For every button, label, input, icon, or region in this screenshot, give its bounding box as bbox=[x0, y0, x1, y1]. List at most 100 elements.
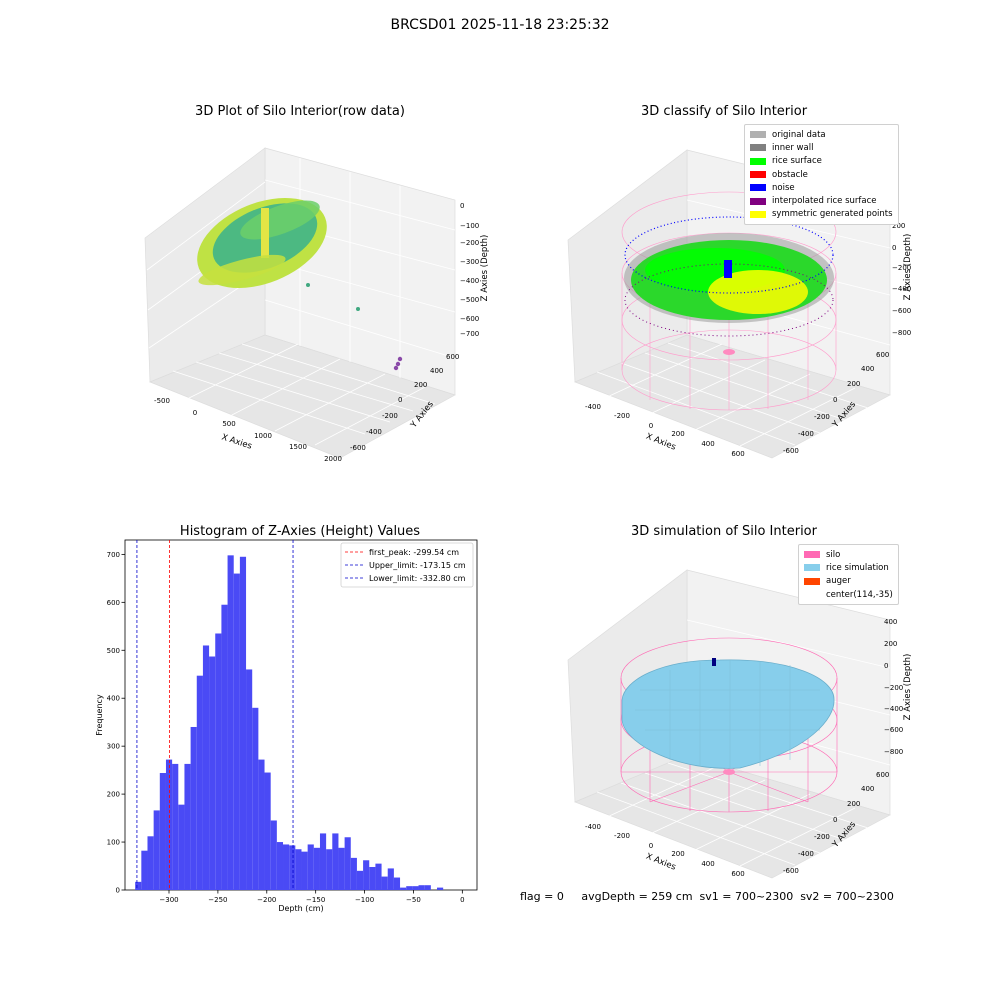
z-tick-labels: 0 −100 −200 −300 −400 −500 −600 −700 bbox=[460, 202, 479, 338]
x-tick-label: 400 bbox=[701, 440, 714, 448]
z-tick-label: 0 bbox=[460, 202, 464, 210]
x-axis-label: Depth (cm) bbox=[278, 904, 323, 913]
silo-bottom-hub bbox=[723, 349, 735, 355]
histogram-bar bbox=[313, 847, 320, 890]
histogram-bar bbox=[424, 885, 431, 890]
z-tick-label: 200 bbox=[884, 640, 897, 648]
y-tick-label: -200 bbox=[814, 413, 830, 421]
y-ticks: 0 100 200 300 400 500 600 700 bbox=[107, 551, 125, 895]
floor-pane bbox=[574, 754, 891, 879]
classify-3d-plot: -400 -200 0 200 400 600 X Axies -600 -40… bbox=[567, 149, 913, 459]
legend-swatch bbox=[804, 551, 820, 559]
y-tick-label: -400 bbox=[366, 428, 382, 436]
x-tick-label: 0 bbox=[649, 842, 653, 850]
x-tick-label: 200 bbox=[671, 430, 684, 438]
y-tick-label: -400 bbox=[798, 850, 814, 858]
classify-legend: original data inner wall rice surface obsta… bbox=[744, 124, 899, 226]
legend-label: inner wall bbox=[772, 142, 814, 153]
y-tick-label: 300 bbox=[107, 743, 120, 751]
outlier-point bbox=[306, 283, 310, 287]
symmetric-generated-points bbox=[708, 270, 808, 314]
histogram-bars bbox=[135, 555, 444, 890]
y-tick-label: 100 bbox=[107, 839, 120, 847]
histogram-bar bbox=[153, 810, 160, 890]
histogram-bar bbox=[283, 844, 290, 890]
y-tick-label: 400 bbox=[107, 695, 120, 703]
raw-data-3d-plot: -500 0 500 1000 1500 2000 X Axies -600 -… bbox=[144, 147, 490, 463]
y-tick-label: 700 bbox=[107, 551, 120, 559]
y-tick-label: 400 bbox=[430, 367, 443, 375]
y-tick-label: 600 bbox=[876, 771, 889, 779]
noise-ring-points bbox=[624, 216, 834, 294]
rice-simulation-surface bbox=[621, 659, 835, 769]
y-tick-label: -400 bbox=[798, 430, 814, 438]
legend-item: rice surface bbox=[750, 155, 893, 168]
histogram-bar bbox=[159, 773, 166, 890]
threshold-lines bbox=[136, 540, 294, 890]
histogram-bar bbox=[178, 804, 185, 890]
z-tick-labels: 200 0 −200 −400 −600 −800 bbox=[892, 222, 911, 337]
x-ticks: −300 −250 −200 −150 −100 −50 0 bbox=[159, 890, 465, 904]
y-tick-label: -600 bbox=[783, 867, 799, 875]
histogram-bar bbox=[326, 849, 333, 890]
z-tick-label: −200 bbox=[892, 264, 911, 272]
histogram-bar bbox=[221, 604, 228, 890]
z-axis-label: Z Axies (Depth) bbox=[903, 654, 913, 721]
histogram-bar bbox=[246, 669, 253, 890]
histogram-bar bbox=[350, 857, 357, 890]
z-tick-label: −500 bbox=[460, 296, 479, 304]
histogram-bar bbox=[239, 556, 247, 890]
depth-histogram: −300 −250 −200 −150 −100 −50 0 0 100 200 300 400 50… bbox=[95, 539, 478, 913]
histogram-bar bbox=[184, 763, 191, 890]
legend-item: symmetric generated points bbox=[750, 208, 893, 221]
grid-lines bbox=[146, 158, 456, 446]
legend-label: rice surface bbox=[772, 156, 822, 167]
legend-swatch bbox=[804, 564, 820, 572]
x-tick-label: −250 bbox=[208, 896, 227, 904]
legend-swatch bbox=[750, 184, 766, 192]
legend-item: silo bbox=[804, 548, 893, 561]
x-tick-label: 400 bbox=[701, 860, 714, 868]
y-tick-label: 200 bbox=[414, 381, 427, 389]
outlier-point bbox=[356, 307, 360, 311]
histogram-bar bbox=[252, 707, 259, 890]
floor-pane bbox=[149, 334, 456, 459]
histogram-bar bbox=[165, 759, 173, 890]
z-tick-label: 0 bbox=[892, 244, 896, 252]
histogram-bar bbox=[418, 885, 425, 890]
z-tick-label: −300 bbox=[460, 258, 479, 266]
legend-label: noise bbox=[772, 182, 795, 193]
simulation-legend: silo rice simulation auger center(114,-35) bbox=[798, 544, 899, 606]
x-tick-label: 500 bbox=[222, 420, 235, 428]
z-tick-label: −400 bbox=[460, 277, 479, 285]
x-tick-label: −300 bbox=[159, 896, 178, 904]
legend-label: auger bbox=[826, 576, 851, 587]
z-tick-label: −200 bbox=[460, 239, 479, 247]
z-tick-label: 0 bbox=[884, 662, 888, 670]
legend-label: interpolated rice surface bbox=[772, 196, 877, 207]
z-tick-label: −600 bbox=[892, 307, 911, 315]
x-tick-label: -200 bbox=[614, 412, 630, 420]
legend-item: center(114,-35) bbox=[804, 588, 893, 601]
interpolated-rice-surface bbox=[624, 263, 834, 337]
z-tick-label: −600 bbox=[884, 726, 903, 734]
y-tick-labels: -600 -400 -200 0 200 400 600 bbox=[783, 351, 889, 455]
x-tick-label: -200 bbox=[614, 832, 630, 840]
x-tick-label: -400 bbox=[585, 823, 601, 831]
z-axis-label: Z Axies (Depth) bbox=[903, 234, 913, 301]
x-axis-label: X Axies bbox=[220, 432, 253, 451]
z-tick-label: −200 bbox=[884, 684, 903, 692]
noise-cluster bbox=[724, 260, 732, 278]
histogram-bar bbox=[406, 886, 413, 890]
silo-bottom-hub bbox=[723, 769, 735, 775]
grid-lines bbox=[596, 619, 891, 867]
auger-marker bbox=[712, 658, 716, 666]
legend-swatch bbox=[750, 210, 766, 218]
histogram-bar bbox=[202, 645, 210, 890]
legend-swatch bbox=[750, 131, 766, 139]
histogram-bar bbox=[289, 845, 296, 890]
y-tick-label: 500 bbox=[107, 647, 120, 655]
z-tick-label: −400 bbox=[884, 705, 903, 713]
legend-item: obstacle bbox=[750, 168, 893, 181]
histogram-bar bbox=[319, 833, 327, 890]
